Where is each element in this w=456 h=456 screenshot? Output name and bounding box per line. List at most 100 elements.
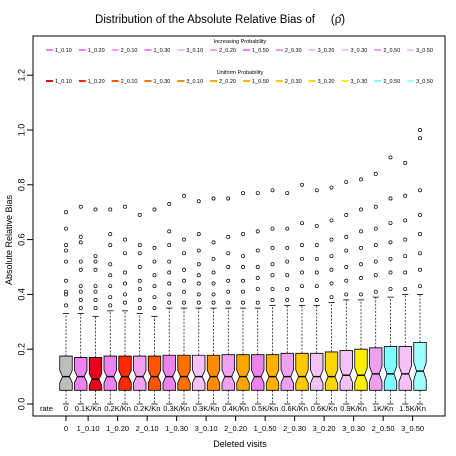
outlier-point xyxy=(182,278,186,283)
outlier-point xyxy=(300,297,304,302)
outlier-point xyxy=(388,221,393,226)
legend-entry-label: 1_0.30 xyxy=(154,48,171,54)
box-series xyxy=(59,128,427,405)
legend-entry-label: 3_0.10 xyxy=(186,48,203,54)
x-tick-label: 1_0.50 xyxy=(254,424,277,433)
x-tick-label: 2_0.10 xyxy=(136,424,159,433)
outlier-point xyxy=(152,245,157,250)
rate-value-label: 0.3K/Kn xyxy=(163,404,190,413)
outlier-point xyxy=(64,292,68,297)
outlier-point xyxy=(78,204,83,209)
outlier-point xyxy=(211,240,216,245)
legend-entry-label: 1_0.20 xyxy=(88,79,105,85)
legend-increasing: Increasing Probability 1_0.10 1_0.20 2_0.10… xyxy=(46,39,433,54)
outlier-point xyxy=(329,185,334,190)
legend-title: Uniform Probability xyxy=(217,70,264,76)
outlier-point xyxy=(344,234,349,239)
outlier-point xyxy=(182,193,186,198)
outlier-point xyxy=(196,248,201,253)
outlier-point xyxy=(78,259,83,264)
y-axis-title: Absolute Relative Bias xyxy=(4,194,14,285)
outlier-point xyxy=(255,191,260,195)
chart-title: Distribution of the Absolute Relative Bi… xyxy=(95,14,316,26)
outlier-point xyxy=(182,251,186,256)
outlier-point xyxy=(285,259,290,264)
outlier-point xyxy=(329,218,334,223)
outlier-point xyxy=(418,267,422,272)
box-body xyxy=(88,357,103,391)
outlier-point xyxy=(388,286,393,291)
outlier-point xyxy=(137,265,142,269)
outlier-point xyxy=(182,237,186,242)
outlier-point xyxy=(270,188,275,193)
rate-row: 0 0.1K/Kn 0.2K/Kn 0.2K/Kn 0.3K/Kn 0.3K/Kn 0.4K… xyxy=(64,404,426,413)
outlier-point xyxy=(359,276,363,280)
x-tick-label: 0 xyxy=(64,424,68,433)
box-body xyxy=(221,354,235,391)
outlier-point xyxy=(388,196,393,201)
outlier-point xyxy=(359,262,363,267)
outlier-point xyxy=(123,237,127,242)
outlier-point xyxy=(137,286,142,291)
rate-value-label: 0.4K/Kn xyxy=(222,404,249,413)
outlier-point xyxy=(152,273,157,278)
legend-entry-label: 1_0.10 xyxy=(55,48,72,54)
outlier-point xyxy=(344,180,349,185)
outlier-point xyxy=(300,256,304,261)
box-body xyxy=(103,355,117,391)
outlier-point xyxy=(226,289,231,294)
rate-value-label: 1K/Kn xyxy=(373,404,393,413)
y-tick-label: 0.0 xyxy=(16,398,26,411)
x-tick-label: 3_0.20 xyxy=(313,424,336,433)
outlier-point xyxy=(64,289,68,294)
outlier-point xyxy=(211,300,216,305)
outlier-point xyxy=(403,160,408,165)
outlier-point xyxy=(270,262,275,267)
outlier-point xyxy=(344,278,349,283)
outlier-point xyxy=(314,297,319,302)
outlier-point xyxy=(285,226,290,231)
x-tick-label: 1_0.30 xyxy=(165,424,188,433)
outlier-point xyxy=(373,226,378,231)
outlier-point xyxy=(64,248,68,253)
box-body xyxy=(369,347,383,391)
outlier-point xyxy=(78,234,83,239)
outlier-point xyxy=(108,207,113,212)
outlier-point xyxy=(108,303,113,308)
x-axis: 0 1_0.10 1_0.20 2_0.10 1_0.30 3_0.10 2_0.20 1_0… xyxy=(64,415,424,433)
box-body xyxy=(59,355,73,391)
outlier-point xyxy=(167,202,172,206)
outlier-point xyxy=(285,286,290,291)
box-body xyxy=(398,346,412,391)
y-tick-label: 0.8 xyxy=(16,179,26,192)
chart-title-symbol: (ρ̂) xyxy=(331,14,345,26)
outlier-point xyxy=(108,273,113,278)
outlier-point xyxy=(182,289,186,294)
legend-entry-label: 2_0.10 xyxy=(121,79,138,85)
outlier-point xyxy=(418,128,422,132)
outlier-point xyxy=(78,284,83,289)
outlier-point xyxy=(152,284,157,289)
outlier-point xyxy=(270,273,275,278)
rate-value-label: 0.6K/Kn xyxy=(311,404,338,413)
outlier-point xyxy=(226,251,231,256)
outlier-point xyxy=(373,273,378,278)
y-tick-label: 1.0 xyxy=(16,124,26,137)
outlier-point xyxy=(418,284,422,289)
outlier-point xyxy=(93,289,98,294)
box-body xyxy=(251,354,265,391)
rate-value-label: 0.6K/Kn xyxy=(281,404,308,413)
outlier-point xyxy=(93,267,98,272)
x-tick-label: 2_0.20 xyxy=(224,424,247,433)
legend-entry-label: 1_0.50 xyxy=(252,48,269,54)
outlier-point xyxy=(255,286,260,291)
outlier-point xyxy=(78,297,83,302)
outlier-point xyxy=(329,254,334,258)
outlier-point xyxy=(388,270,393,275)
outlier-point xyxy=(137,297,142,302)
outlier-point xyxy=(241,254,245,258)
box-body xyxy=(177,354,191,391)
x-tick-label: 1_0.10 xyxy=(77,424,100,433)
outlier-point xyxy=(108,232,113,237)
legend-entry-label: 3_0.50 xyxy=(416,48,433,54)
